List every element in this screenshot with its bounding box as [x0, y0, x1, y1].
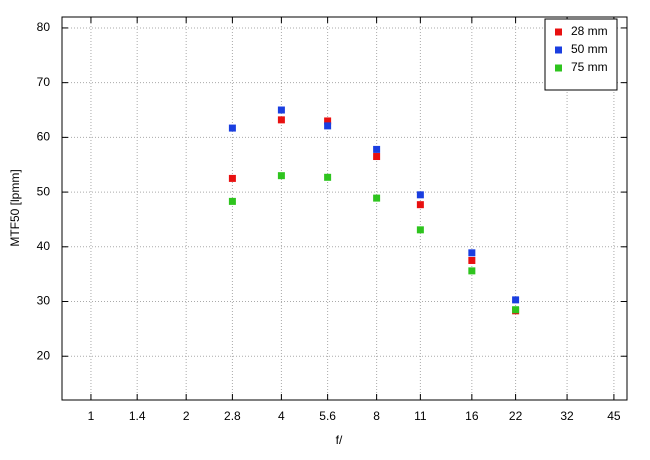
legend-swatch — [555, 64, 562, 72]
point — [373, 153, 381, 161]
y-tick-label: 70 — [37, 75, 51, 89]
legend-swatch — [555, 28, 562, 36]
point — [373, 194, 381, 202]
point — [416, 226, 424, 234]
point — [416, 201, 424, 209]
legend-label: 28 mm — [571, 24, 608, 38]
x-tick-label: 8 — [373, 409, 380, 423]
point — [228, 197, 236, 205]
legend-swatch — [555, 46, 562, 54]
x-tick-label: 2 — [183, 409, 190, 423]
x-tick-label: 32 — [560, 409, 574, 423]
point — [468, 267, 476, 275]
point — [277, 116, 285, 124]
x-axis-label: f/ — [336, 433, 343, 447]
point — [277, 106, 285, 114]
point — [277, 172, 285, 180]
y-tick-label: 60 — [37, 130, 51, 144]
y-tick-label: 30 — [37, 294, 51, 308]
y-tick-label: 40 — [37, 239, 51, 253]
x-tick-label: 5.6 — [319, 409, 336, 423]
point — [324, 173, 332, 181]
point — [228, 124, 236, 132]
x-tick-label: 2.8 — [224, 409, 241, 423]
y-axis-label: MTF50 [lpmm] — [8, 169, 22, 246]
x-tick-label: 22 — [509, 409, 523, 423]
point — [373, 145, 381, 153]
x-tick-label: 1.4 — [129, 409, 146, 423]
legend-label: 75 mm — [571, 60, 608, 74]
point — [512, 296, 520, 304]
point — [468, 256, 476, 264]
y-tick-label: 20 — [37, 348, 51, 362]
point — [468, 249, 476, 257]
legend-label: 50 mm — [571, 42, 608, 56]
x-tick-label: 1 — [88, 409, 95, 423]
point — [228, 174, 236, 182]
point — [512, 306, 520, 314]
y-tick-label: 80 — [37, 20, 51, 34]
x-tick-label: 16 — [465, 409, 479, 423]
point — [324, 117, 332, 125]
y-tick-label: 50 — [37, 184, 51, 198]
x-tick-label: 4 — [278, 409, 285, 423]
x-tick-label: 11 — [414, 409, 427, 423]
x-tick-label: 45 — [607, 409, 621, 423]
point — [324, 122, 332, 130]
plot-frame — [61, 16, 628, 401]
point — [416, 191, 424, 199]
